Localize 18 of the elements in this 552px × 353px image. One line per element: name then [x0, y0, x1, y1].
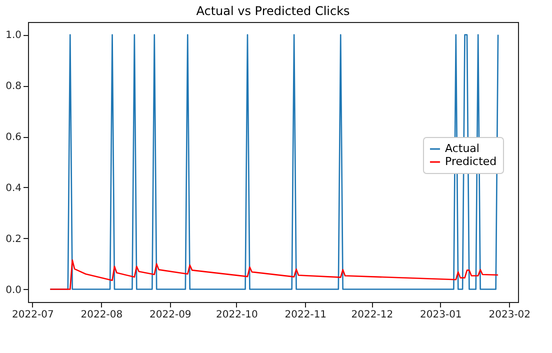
chart-title: Actual vs Predicted Clicks — [196, 4, 350, 18]
y-tick-label: 0.0 — [6, 284, 22, 296]
x-tick-label: 2023-01 — [420, 310, 462, 320]
x-tick-label: 2022-09 — [150, 310, 192, 320]
y-tick-label: 0.6 — [6, 132, 22, 144]
x-tick-label: 2022-11 — [284, 310, 327, 320]
line-series — [50, 259, 499, 290]
legend-label: Actual — [445, 142, 480, 155]
x-tick-label: 2023-02 — [488, 310, 531, 320]
x-tick-label: 2022-07 — [12, 310, 54, 320]
y-tick-label: 0.4 — [6, 182, 22, 194]
y-tick-label: 0.2 — [6, 234, 22, 245]
y-tick-label: 1.0 — [6, 30, 22, 42]
x-tick-label: 2022-10 — [216, 310, 258, 320]
x-tick-label: 2022-08 — [80, 310, 123, 320]
y-tick-label: 0.8 — [6, 81, 22, 92]
legend-label: Predicted — [445, 155, 497, 168]
x-tick-label: 2022-12 — [351, 310, 394, 320]
